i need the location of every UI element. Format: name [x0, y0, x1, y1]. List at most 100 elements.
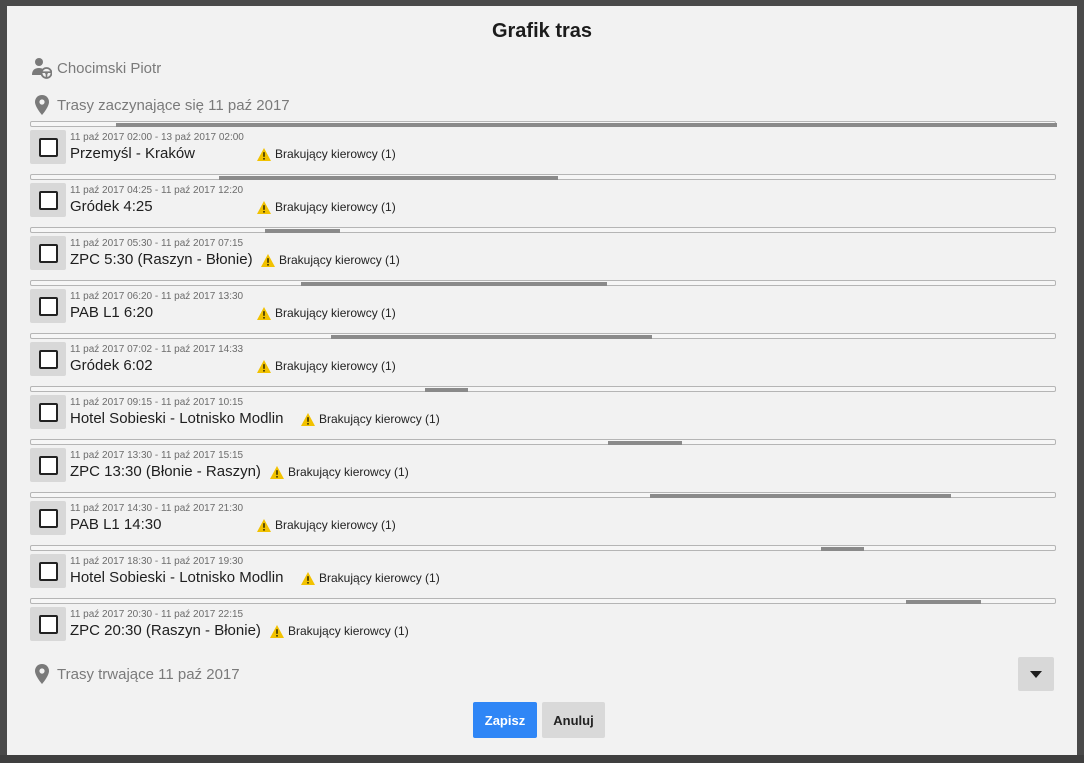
checkbox-square-icon: [38, 243, 58, 263]
route-select-checkbox[interactable]: [30, 236, 66, 270]
route-time-range: 11 paź 2017 07:02 - 11 paź 2017 14:33: [70, 344, 244, 355]
route-timeline-bar: [425, 388, 468, 392]
missing-driver-text: Brakujący kierowcy (1): [275, 518, 396, 532]
route-time-range: 11 paź 2017 18:30 - 11 paź 2017 19:30: [70, 556, 244, 567]
modal-title: Grafik tras: [491, 20, 593, 42]
route-row: 11 paź 2017 05:30 - 11 paź 2017 07:15 ZPC…: [30, 227, 1056, 280]
route-row: 11 paź 2017 07:02 - 11 paź 2017 14:33 Gró…: [30, 333, 1056, 386]
route-row: 11 paź 2017 18:30 - 11 paź 2017 19:30 Hot…: [30, 545, 1056, 598]
route-timeline-bar: [608, 441, 682, 445]
warning-triangle-icon: [261, 253, 275, 267]
route-name: PAB L1 14:30: [70, 516, 162, 533]
route-select-checkbox[interactable]: [30, 448, 66, 482]
checkbox-square-icon: [38, 349, 58, 369]
missing-driver-text: Brakujący kierowcy (1): [275, 359, 396, 373]
route-row: 11 paź 2017 20:30 - 11 paź 2017 22:15 ZPC…: [30, 598, 1056, 651]
missing-driver-text: Brakujący kierowcy (1): [319, 412, 440, 426]
warning-triangle-icon: [270, 465, 284, 479]
route-time-range: 11 paź 2017 20:30 - 11 paź 2017 22:15: [70, 609, 244, 620]
route-timeline-track: [30, 545, 1056, 551]
missing-driver-warning: Brakujący kierowcy (1): [301, 571, 440, 585]
route-row: 11 paź 2017 04:25 - 11 paź 2017 12:20 Gró…: [30, 174, 1056, 227]
route-select-checkbox[interactable]: [30, 395, 66, 429]
route-name: ZPC 13:30 (Błonie - Raszyn): [70, 463, 261, 480]
chevron-down-icon: [1030, 670, 1042, 678]
route-row: 11 paź 2017 14:30 - 11 paź 2017 21:30 PAB…: [30, 492, 1056, 545]
route-select-checkbox[interactable]: [30, 501, 66, 535]
route-time-range: 11 paź 2017 06:20 - 11 paź 2017 13:30: [70, 291, 244, 302]
missing-driver-warning: Brakujący kierowcy (1): [270, 465, 409, 479]
checkbox-square-icon: [38, 137, 58, 157]
driver-name: Chocimski Piotr: [57, 59, 162, 77]
cancel-button[interactable]: Anuluj: [542, 702, 605, 738]
route-select-checkbox[interactable]: [30, 289, 66, 323]
route-timeline-track: [30, 121, 1057, 127]
duration-filter-row: Trasy trwające 11 paź 2017: [31, 662, 240, 686]
route-row: 11 paź 2017 02:00 - 13 paź 2017 02:00 Prz…: [30, 121, 1057, 174]
route-name: Gródek 6:02: [70, 357, 153, 374]
checkbox-square-icon: [38, 561, 58, 581]
warning-triangle-icon: [257, 518, 271, 532]
warning-triangle-icon: [257, 359, 271, 373]
checkbox-square-icon: [38, 455, 58, 475]
route-time-range: 11 paź 2017 04:25 - 11 paź 2017 12:20: [70, 185, 244, 196]
route-timeline-bar: [301, 282, 607, 286]
route-row: 11 paź 2017 09:15 - 11 paź 2017 10:15 Hot…: [30, 386, 1056, 439]
missing-driver-warning: Brakujący kierowcy (1): [257, 518, 396, 532]
route-timeline-track: [30, 333, 1056, 339]
route-name: Hotel Sobieski - Lotnisko Modlin: [70, 410, 284, 427]
missing-driver-text: Brakujący kierowcy (1): [279, 253, 400, 267]
start-date-row: Trasy zaczynające się 11 paź 2017: [31, 93, 290, 117]
route-timeline-bar: [821, 547, 864, 551]
route-name: Gródek 4:25: [70, 198, 153, 215]
save-button[interactable]: Zapisz: [473, 702, 537, 738]
route-time-range: 11 paź 2017 09:15 - 11 paź 2017 10:15: [70, 397, 244, 408]
missing-driver-warning: Brakujący kierowcy (1): [301, 412, 440, 426]
warning-triangle-icon: [257, 200, 271, 214]
checkbox-square-icon: [38, 190, 58, 210]
missing-driver-text: Brakujący kierowcy (1): [319, 571, 440, 585]
missing-driver-warning: Brakujący kierowcy (1): [257, 200, 396, 214]
route-select-checkbox[interactable]: [30, 130, 66, 164]
route-name: ZPC 20:30 (Raszyn - Błonie): [70, 622, 261, 639]
route-timeline-track: [30, 227, 1056, 233]
warning-triangle-icon: [257, 147, 271, 161]
route-timeline-bar: [265, 229, 340, 233]
warning-triangle-icon: [270, 624, 284, 638]
route-select-checkbox[interactable]: [30, 607, 66, 641]
driver-steering-wheel-icon: [31, 56, 53, 80]
route-timeline-bar: [331, 335, 652, 339]
route-name: Przemyśl - Kraków: [70, 145, 196, 162]
map-pin-icon: [31, 662, 53, 686]
route-time-range: 11 paź 2017 14:30 - 11 paź 2017 21:30: [70, 503, 244, 514]
start-date-label: Trasy zaczynające się 11 paź 2017: [57, 96, 290, 114]
route-name: ZPC 5:30 (Raszyn - Błonie): [70, 251, 253, 268]
page-backdrop: [0, 755, 1084, 763]
checkbox-square-icon: [38, 296, 58, 316]
route-row: 11 paź 2017 13:30 - 11 paź 2017 15:15 ZPC…: [30, 439, 1056, 492]
route-timeline-track: [30, 386, 1056, 392]
warning-triangle-icon: [301, 571, 315, 585]
warning-triangle-icon: [257, 306, 271, 320]
route-name: PAB L1 6:20: [70, 304, 154, 321]
missing-driver-text: Brakujący kierowcy (1): [275, 200, 396, 214]
route-timeline-track: [30, 439, 1056, 445]
route-timeline-bar: [116, 123, 1057, 127]
route-timeline-track: [30, 598, 1056, 604]
expand-dropdown-button[interactable]: [1018, 657, 1054, 691]
missing-driver-warning: Brakujący kierowcy (1): [257, 306, 396, 320]
route-timeline-track: [30, 174, 1056, 180]
route-time-range: 11 paź 2017 05:30 - 11 paź 2017 07:15: [70, 238, 244, 249]
route-timeline-bar: [906, 600, 981, 604]
missing-driver-text: Brakujący kierowcy (1): [288, 465, 409, 479]
route-select-checkbox[interactable]: [30, 342, 66, 376]
route-timeline-track: [30, 492, 1056, 498]
route-select-checkbox[interactable]: [30, 554, 66, 588]
route-timeline-track: [30, 280, 1056, 286]
route-schedule-modal: Grafik tras Chocimski Piotr Trasy zaczyn…: [7, 6, 1077, 755]
route-timeline-bar: [650, 494, 951, 498]
route-select-checkbox[interactable]: [30, 183, 66, 217]
checkbox-square-icon: [38, 508, 58, 528]
missing-driver-text: Brakujący kierowcy (1): [275, 306, 396, 320]
missing-driver-warning: Brakujący kierowcy (1): [261, 253, 400, 267]
